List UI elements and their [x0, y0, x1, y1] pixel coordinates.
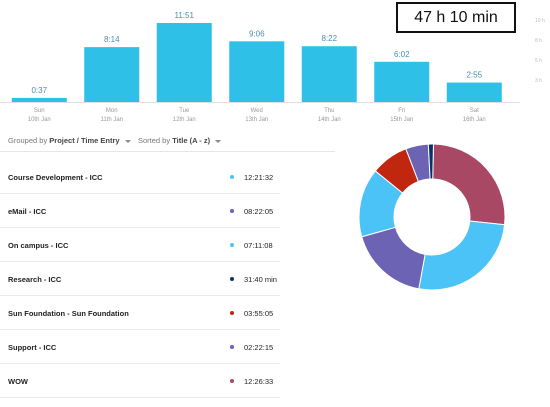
bar-value-label: 8:14	[104, 35, 120, 44]
x-tick-day: Tue	[179, 108, 190, 114]
bar[interactable]	[156, 23, 212, 102]
color-dot-icon	[230, 277, 234, 281]
group-by-prefix: Grouped by	[8, 136, 48, 145]
entry-duration: 08:22:05	[244, 207, 274, 216]
y-tick-label: 3 h	[535, 78, 542, 84]
entry-name: On campus - ICC	[8, 241, 69, 250]
daily-bar-chart: 10 h 8 h 5 h 3 h 0:37 Sun 10th Jan 8:14 Mon 11th …	[0, 0, 550, 130]
list-item[interactable]: Course Development - ICC 12:21:32	[0, 160, 280, 194]
entry-name: eMail - ICC	[8, 207, 47, 216]
x-tick-day: Sat	[470, 108, 479, 114]
sort-by-value: Title (A - z)	[172, 136, 211, 145]
bar-value-label: 11:51	[175, 11, 195, 20]
y-tick-label: 10 h	[535, 18, 545, 24]
y-tick-label: 8 h	[535, 38, 542, 44]
entry-duration: 12:26:33	[244, 377, 274, 386]
donut-slice[interactable]	[427, 143, 434, 180]
x-tick-date: 12th Jan	[173, 117, 196, 123]
x-tick-date: 16th Jan	[463, 117, 486, 123]
sort-by-dropdown[interactable]: Sorted by Title (A - z)	[138, 136, 222, 145]
list-item[interactable]: On campus - ICC 07:11:08	[0, 228, 280, 262]
donut-slice[interactable]	[418, 220, 506, 291]
list-item[interactable]: WOW 12:26:33	[0, 364, 280, 398]
list-item[interactable]: Support - ICC 02:22:15	[0, 330, 280, 364]
bar[interactable]	[301, 46, 357, 102]
bar-value-label: 6:02	[394, 50, 410, 59]
bar[interactable]	[229, 41, 285, 102]
x-tick-date: 11th Jan	[100, 117, 123, 123]
color-dot-icon	[230, 345, 234, 349]
bar[interactable]	[446, 82, 502, 102]
list-item[interactable]: eMail - ICC 08:22:05	[0, 194, 280, 228]
total-duration: 47 h 10 min	[396, 2, 516, 33]
project-donut-chart	[358, 143, 506, 291]
group-by-value: Project / Time Entry	[49, 136, 120, 145]
entry-name: WOW	[8, 377, 28, 386]
entry-duration: 31:40 min	[244, 275, 277, 284]
entry-duration: 03:55:05	[244, 309, 274, 318]
x-tick-day: Wed	[251, 108, 263, 114]
sort-by-prefix: Sorted by	[138, 136, 171, 145]
entry-name: Sun Foundation - Sun Foundation	[8, 309, 129, 318]
x-tick-day: Thu	[324, 108, 334, 114]
bar[interactable]	[11, 97, 67, 102]
x-tick-day: Sun	[34, 108, 45, 114]
x-tick-date: 13th Jan	[245, 117, 268, 123]
entry-duration: 07:11:08	[244, 241, 273, 250]
color-dot-icon	[230, 243, 234, 247]
list-toolbar: Grouped by Project / Time Entry Sorted b…	[0, 130, 335, 152]
entry-name: Research - ICC	[8, 275, 62, 284]
x-tick-date: 14th Jan	[318, 117, 341, 123]
color-dot-icon	[230, 209, 234, 213]
x-tick-day: Fri	[398, 108, 405, 114]
bar-value-label: 0:37	[31, 86, 47, 95]
chevron-down-icon	[124, 139, 131, 143]
entry-name: Support - ICC	[8, 343, 57, 352]
entry-duration: 02:22:15	[244, 343, 274, 352]
donut-slice[interactable]	[432, 143, 506, 226]
bar-chart-svg: 10 h 8 h 5 h 3 h 0:37 Sun 10th Jan 8:14 Mon 11th …	[0, 11, 545, 123]
entry-name: Course Development - ICC	[8, 173, 103, 182]
color-dot-icon	[230, 311, 234, 315]
list-item[interactable]: Research - ICC 31:40 min	[0, 262, 280, 296]
donut-slice[interactable]	[361, 226, 426, 290]
bar-value-label: 8:22	[321, 34, 337, 43]
entry-list: Course Development - ICC 12:21:32 eMail - …	[0, 160, 280, 398]
entry-duration: 12:21:32	[244, 173, 274, 182]
x-tick-date: 10th Jan	[28, 117, 51, 123]
bar-value-label: 9:06	[249, 29, 265, 38]
color-dot-icon	[230, 175, 234, 179]
list-item[interactable]: Sun Foundation - Sun Foundation 03:55:05	[0, 296, 280, 330]
y-tick-label: 5 h	[535, 58, 542, 64]
bar-value-label: 2:55	[466, 71, 482, 80]
chevron-down-icon	[215, 139, 222, 143]
bar[interactable]	[374, 61, 430, 102]
bar[interactable]	[84, 47, 140, 102]
x-tick-date: 15th Jan	[390, 117, 413, 123]
color-dot-icon	[230, 379, 234, 383]
x-tick-day: Mon	[106, 108, 118, 114]
group-by-dropdown[interactable]: Grouped by Project / Time Entry	[8, 136, 131, 145]
